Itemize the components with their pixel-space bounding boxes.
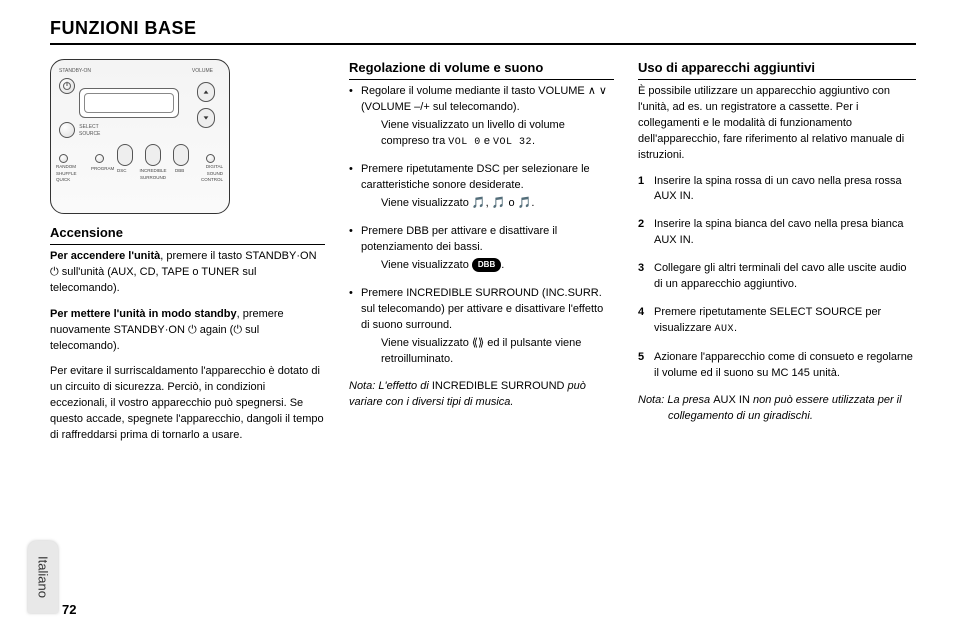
dbb-pill: DBB (472, 258, 501, 272)
num-5: 5 (638, 350, 644, 366)
column-1: STANDBY-ON VOLUME SELECT SOURCE DSC (50, 59, 325, 454)
col3-note: Nota: La presa AUX IN non può essere uti… (638, 393, 916, 425)
fig-label-volume: VOLUME (192, 68, 213, 75)
b4-text: Premere INCREDIBLE SURROUND (INC.SURR. s… (361, 287, 603, 331)
s4-seg: AUX (715, 324, 735, 335)
small-knob-2 (95, 154, 104, 163)
uso-steps: 1 Inserire la spina rossa di un cavo nell… (638, 174, 916, 382)
s1-text: Inserire la spina rossa di un cavo nella… (654, 175, 902, 203)
accensione-p1: Per accendere l'unità, premere il tasto … (50, 249, 325, 297)
display-window (79, 88, 179, 118)
column-2: Regolazione di volume e suono Regolare i… (349, 59, 614, 454)
fig-label-program: PROGRAM (91, 166, 114, 173)
step-5: 5 Azionare l'apparecchio come di consueto… (638, 350, 916, 382)
page-title: FUNZIONI BASE (50, 18, 916, 45)
s5-text: Azionare l'apparecchio come di consueto … (654, 351, 913, 379)
b3-post: . (501, 259, 504, 271)
device-figure: STANDBY-ON VOLUME SELECT SOURCE DSC (50, 59, 230, 214)
column-3: Uso di apparecchi aggiuntivi È possibile… (638, 59, 916, 454)
b2-text: Premere ripetutamente DSC per selezionar… (361, 163, 590, 191)
lang-tab-label: Italiano (36, 556, 51, 598)
n3b: AUX IN (713, 394, 750, 406)
s4-post: . (734, 322, 737, 334)
note-pre: Nota: L'effetto di (349, 380, 432, 392)
step-2: 2 Inserire la spina bianca del cavo nella… (638, 217, 916, 249)
fig-label-dbb: DBB (175, 168, 184, 175)
num-3: 3 (638, 261, 644, 277)
volume-up-button (197, 82, 215, 102)
num-1: 1 (638, 174, 644, 190)
dsc-button (117, 144, 133, 166)
accensione-p3: Per evitare il surriscaldamento l'appare… (50, 364, 325, 444)
b4-sub: Viene visualizzato ⟪⟫ ed il pulsante vie… (361, 336, 614, 368)
s2-text: Inserire la spina bianca del cavo nella … (654, 218, 904, 246)
incsurr-button (145, 144, 161, 166)
b1-text: Regolare il volume mediante il tasto VOL… (361, 85, 607, 113)
b2-sub: Viene visualizzato 🎵, 🎵 o 🎵. (361, 196, 614, 212)
s4-pre: Premere ripetutamente SELECT SOURCE per … (654, 306, 881, 334)
b1-post: . (532, 135, 535, 147)
small-knob-3 (206, 154, 215, 163)
fig-label-digital: DIGITAL SOUND CONTROL (193, 164, 223, 184)
fig-label-random: RANDOM SHUFFLE QUICK (56, 164, 84, 184)
accensione-p2: Per mettere l'unità in modo standby, pre… (50, 307, 325, 355)
bullet-3: Premere DBB per attivare e disattivare i… (349, 224, 614, 274)
select-knob (59, 122, 75, 138)
small-knob-1 (59, 154, 68, 163)
volume-bullets: Regolare il volume mediante il tasto VOL… (349, 84, 614, 368)
b3-pre: Viene visualizzato (381, 259, 472, 271)
uso-intro: È possibile utilizzare un apparecchio ag… (638, 84, 916, 164)
fig-label-standby: STANDBY-ON (59, 68, 91, 75)
regolazione-heading: Regolazione di volume e suono (349, 59, 614, 80)
note-mid: INCREDIBLE SURROUND (432, 380, 565, 392)
step-4: 4 Premere ripetutamente SELECT SOURCE per… (638, 305, 916, 337)
b3-sub: Viene visualizzato DBB. (361, 258, 614, 274)
content-columns: STANDBY-ON VOLUME SELECT SOURCE DSC (50, 59, 916, 454)
b1-sub: Viene visualizzato un livello di volume … (361, 118, 614, 150)
fig-label-select: SELECT SOURCE (79, 124, 99, 139)
step-3: 3 Collegare gli altri terminali del cavo … (638, 261, 916, 293)
col2-note: Nota: L'effetto di INCREDIBLE SURROUND p… (349, 379, 614, 411)
num-2: 2 (638, 217, 644, 233)
page-number: 72 (62, 602, 76, 617)
volume-down-button (197, 108, 215, 128)
fig-label-incsurr: INCREDIBLE SURROUND (136, 168, 170, 181)
bullet-4: Premere INCREDIBLE SURROUND (INC.SURR. s… (349, 286, 614, 368)
uso-heading: Uso di apparecchi aggiuntivi (638, 59, 916, 80)
b1-seg1: VOL 0 (448, 137, 481, 148)
b1-seg2: VOL 32 (493, 137, 532, 148)
b3-text: Premere DBB per attivare e disattivare i… (361, 225, 557, 253)
b1-mid: e (481, 135, 493, 147)
n3a: Nota: La presa (638, 394, 713, 406)
dbb-button (173, 144, 189, 166)
p1-bold: Per accendere l'unità (50, 250, 160, 262)
s3-text: Collegare gli altri terminali del cavo a… (654, 262, 907, 290)
n3c: non può essere utilizzata per il (750, 394, 902, 406)
fig-label-dsc: DSC (117, 168, 127, 175)
n3d: collegamento di un giradischi. (638, 409, 916, 425)
bullet-1: Regolare il volume mediante il tasto VOL… (349, 84, 614, 150)
bullet-2: Premere ripetutamente DSC per selezionar… (349, 162, 614, 212)
p2-bold: Per mettere l'unità in modo standby (50, 308, 237, 320)
accensione-heading: Accensione (50, 224, 325, 245)
standby-knob (59, 78, 75, 94)
num-4: 4 (638, 305, 644, 321)
step-1: 1 Inserire la spina rossa di un cavo nell… (638, 174, 916, 206)
language-tab: Italiano (28, 541, 58, 613)
